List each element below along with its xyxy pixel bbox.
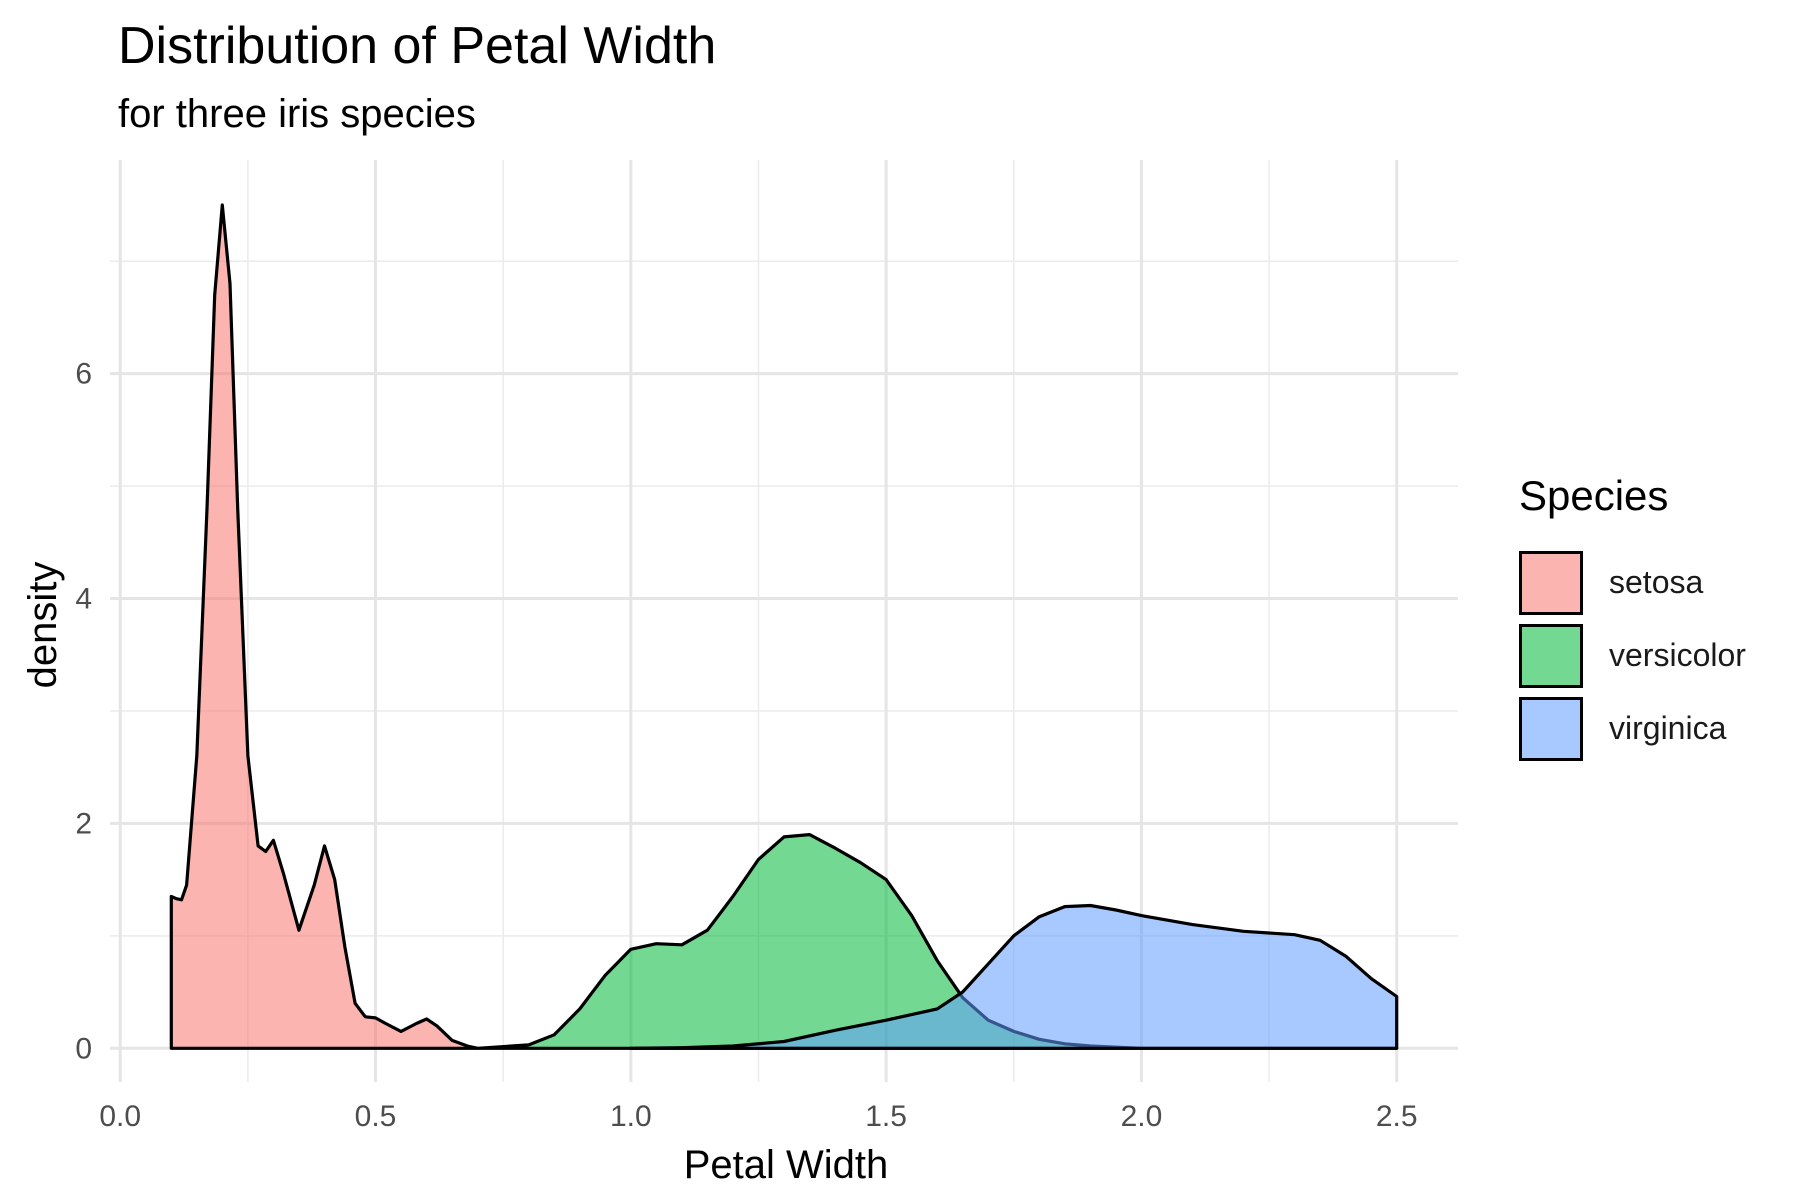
x-tick-label: 1.5: [865, 1100, 907, 1133]
x-axis-title: Petal Width: [684, 1143, 889, 1187]
y-axis-ticks: 0 2 4 6: [75, 358, 92, 1066]
density-areas: [169, 203, 1399, 1050]
chart-subtitle: for three iris species: [118, 92, 476, 136]
y-tick-label: 6: [75, 358, 92, 391]
legend: Species setosa versicolor virginica: [1519, 472, 1746, 765]
chart-title: Distribution of Petal Width: [118, 17, 717, 75]
y-tick-label: 4: [75, 583, 92, 616]
legend-item-versicolor: versicolor: [1519, 619, 1746, 692]
legend-swatch-virginica: [1519, 696, 1583, 761]
density-area-setosa: [169, 203, 480, 1050]
legend-label-virginica: virginica: [1609, 710, 1727, 746]
legend-item-virginica: virginica: [1519, 692, 1746, 765]
legend-label-versicolor: versicolor: [1609, 637, 1746, 673]
x-tick-label: 2.5: [1376, 1100, 1418, 1133]
x-tick-label: 2.0: [1121, 1100, 1163, 1133]
legend-swatch-setosa: [1519, 550, 1583, 615]
y-tick-label: 0: [75, 1032, 92, 1065]
legend-swatch-versicolor: [1519, 623, 1583, 688]
x-axis-ticks: 0.0 0.5 1.0 1.5 2.0 2.5: [99, 1100, 1417, 1133]
y-tick-label: 2: [75, 807, 92, 840]
legend-label-setosa: setosa: [1609, 564, 1704, 600]
legend-item-setosa: setosa: [1519, 546, 1746, 619]
x-tick-label: 0.5: [355, 1100, 397, 1133]
density-area-virginica: [629, 903, 1399, 1050]
legend-title: Species: [1519, 472, 1669, 519]
x-tick-label: 1.0: [610, 1100, 652, 1133]
y-axis-title: density: [21, 562, 65, 689]
x-tick-label: 0.0: [99, 1100, 141, 1133]
